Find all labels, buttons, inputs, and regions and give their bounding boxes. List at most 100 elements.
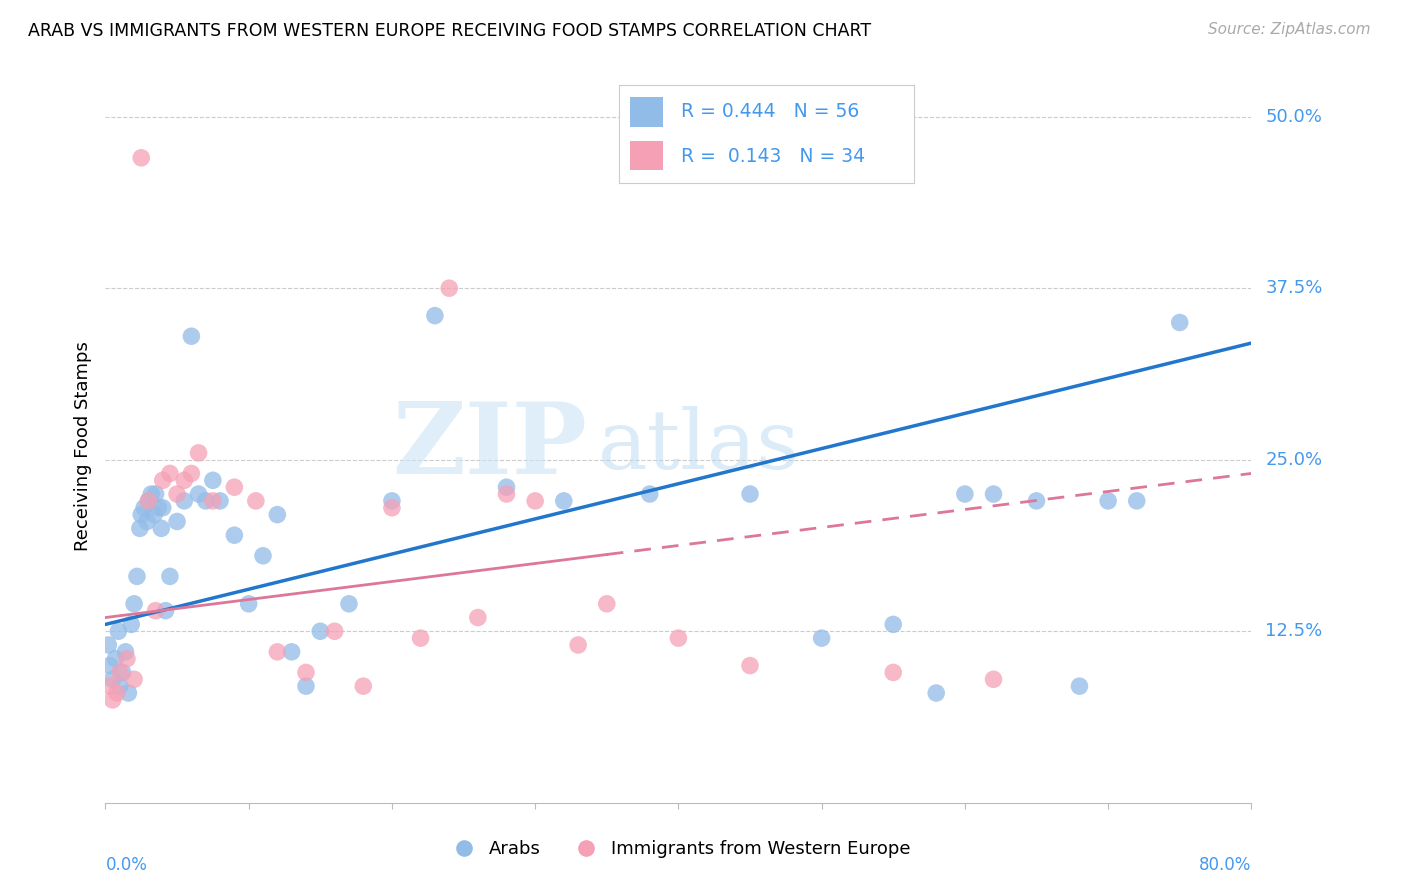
Point <box>882 617 904 632</box>
Point <box>117 686 139 700</box>
Point <box>810 631 832 645</box>
Text: ZIP: ZIP <box>392 398 586 494</box>
Point <box>125 569 148 583</box>
Point <box>166 487 188 501</box>
Point <box>467 610 489 624</box>
Legend: Arabs, Immigrants from Western Europe: Arabs, Immigrants from Western Europe <box>439 833 918 865</box>
Text: R = 0.444   N = 56: R = 0.444 N = 56 <box>681 102 859 120</box>
Point <box>352 679 374 693</box>
Point <box>295 665 318 680</box>
Point <box>159 467 181 481</box>
Point <box>145 487 167 501</box>
Point <box>187 446 209 460</box>
Point <box>1168 316 1191 330</box>
Bar <box>630 141 664 170</box>
Point <box>120 617 142 632</box>
Point <box>143 508 166 522</box>
Text: 12.5%: 12.5% <box>1265 623 1323 640</box>
Point <box>738 487 761 501</box>
Point <box>1069 679 1091 693</box>
Point <box>309 624 332 639</box>
Point <box>115 651 138 665</box>
Point <box>1097 494 1119 508</box>
Point <box>252 549 274 563</box>
Point <box>266 645 288 659</box>
Point <box>104 651 127 665</box>
Point <box>138 494 160 508</box>
Point <box>524 494 547 508</box>
Point <box>152 500 174 515</box>
Point <box>666 631 689 645</box>
Text: 0.0%: 0.0% <box>105 856 148 874</box>
Point <box>148 500 170 515</box>
Point <box>295 679 318 693</box>
Point <box>122 597 145 611</box>
Point <box>245 494 267 508</box>
Point <box>567 638 589 652</box>
Point <box>134 500 156 515</box>
Point <box>98 679 121 693</box>
Point <box>596 597 619 611</box>
Point <box>381 500 404 515</box>
Point <box>111 665 134 680</box>
Point <box>159 569 181 583</box>
Point <box>155 604 177 618</box>
Point <box>323 624 346 639</box>
Point <box>495 487 517 501</box>
Point <box>423 309 446 323</box>
Point <box>280 645 302 659</box>
Point <box>983 673 1005 687</box>
Bar <box>630 97 664 127</box>
Point <box>201 473 224 487</box>
Point <box>180 329 202 343</box>
Point <box>337 597 360 611</box>
Text: R =  0.143   N = 34: R = 0.143 N = 34 <box>681 147 865 166</box>
Text: 37.5%: 37.5% <box>1265 279 1323 297</box>
Text: 80.0%: 80.0% <box>1199 856 1251 874</box>
Point <box>138 494 160 508</box>
Text: atlas: atlas <box>598 406 800 486</box>
Y-axis label: Receiving Food Stamps: Receiving Food Stamps <box>73 341 91 551</box>
Point <box>409 631 432 645</box>
Point <box>173 494 195 508</box>
Point <box>122 673 145 687</box>
Point <box>129 508 152 522</box>
Point <box>108 679 131 693</box>
Point <box>129 151 152 165</box>
Point <box>224 528 246 542</box>
Point <box>882 665 904 680</box>
Point <box>173 473 195 487</box>
Point <box>150 521 173 535</box>
Point <box>180 467 202 481</box>
Point <box>439 281 461 295</box>
Text: ARAB VS IMMIGRANTS FROM WESTERN EUROPE RECEIVING FOOD STAMPS CORRELATION CHART: ARAB VS IMMIGRANTS FROM WESTERN EUROPE R… <box>28 22 872 40</box>
Point <box>953 487 976 501</box>
Point <box>101 693 124 707</box>
Point <box>187 487 209 501</box>
Point <box>381 494 404 508</box>
Point <box>101 673 124 687</box>
Point <box>97 638 120 652</box>
Point <box>224 480 246 494</box>
Text: 25.0%: 25.0% <box>1265 450 1323 468</box>
Point <box>145 604 167 618</box>
Point <box>495 480 517 494</box>
Point <box>105 686 128 700</box>
Point <box>108 665 131 680</box>
Point <box>114 645 136 659</box>
Point <box>266 508 288 522</box>
Point <box>141 487 163 501</box>
Point <box>201 494 224 508</box>
Point <box>152 473 174 487</box>
Point <box>638 487 661 501</box>
Point <box>553 494 575 508</box>
Point <box>98 658 121 673</box>
Text: 50.0%: 50.0% <box>1265 108 1322 126</box>
Point <box>238 597 260 611</box>
Point <box>194 494 217 508</box>
Point <box>136 515 159 529</box>
Point <box>107 624 129 639</box>
Point <box>738 658 761 673</box>
Text: Source: ZipAtlas.com: Source: ZipAtlas.com <box>1208 22 1371 37</box>
Point <box>925 686 948 700</box>
